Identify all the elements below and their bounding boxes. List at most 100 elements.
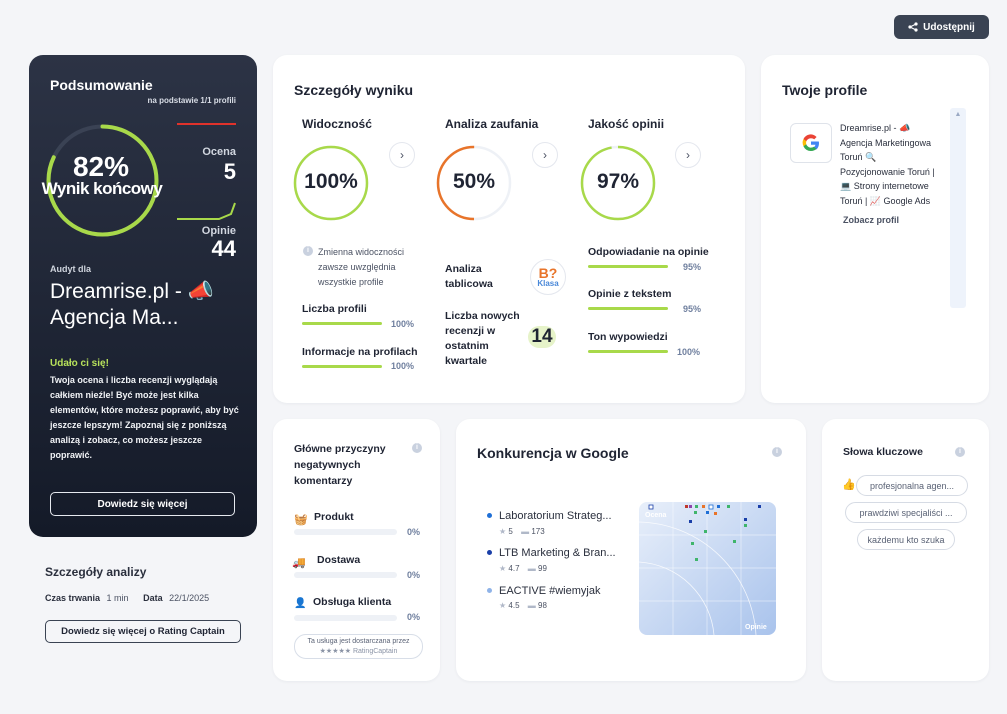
analysis-meta: Czas trwania 1 min Data 22/1/2025 [45, 593, 209, 603]
trust-class-label: Klasa [537, 279, 559, 288]
chart-point [648, 504, 654, 510]
info-icon[interactable]: i [772, 447, 782, 457]
rating-captain-badge[interactable]: Ta usługa jest dostarczana przez ★★★★★ R… [294, 634, 423, 659]
keywords-card: Słowa kluczowe i 👍 profesjonalna agen...… [822, 419, 989, 681]
summary-title: Podsumowanie [50, 77, 153, 93]
profiles-scrollbar[interactable]: ▲ [950, 108, 966, 308]
profiles-count-bar [302, 322, 382, 325]
reviews-value: 44 [211, 236, 236, 261]
score-details-card: Szczegóły wyniku Widoczność 100% › i Zmi… [273, 55, 745, 403]
trust-value: 50% [452, 170, 496, 193]
success-title: Udało ci się! [50, 358, 109, 369]
competitor-dot [487, 550, 492, 555]
visibility-ring [293, 145, 369, 221]
competition-chart: Ocena Opinie [639, 502, 776, 635]
tone-value: 100% [677, 347, 701, 357]
profiles-count-label: Liczba profili [302, 303, 367, 315]
rating-captain-button[interactable]: Dowiedz się więcej o Rating Captain [45, 620, 241, 643]
score-details-title: Szczegóły wyniku [294, 82, 414, 98]
chart-point [706, 511, 709, 514]
audit-label: Audyt dla [50, 264, 92, 274]
keyword-pill[interactable]: profesjonalna agen... [856, 475, 968, 496]
tone-bar [588, 350, 668, 353]
product-icon: 🧺 [294, 514, 308, 526]
scroll-up-icon[interactable]: ▲ [954, 111, 962, 118]
rating-label: Ocena [202, 146, 236, 158]
chart-point [694, 511, 697, 514]
delivery-label: Dostawa [317, 554, 361, 566]
chart-point [689, 520, 692, 523]
trust-expand-button[interactable]: › [532, 142, 558, 168]
product-value: 0% [407, 527, 421, 537]
visibility-title: Widoczność [302, 117, 372, 131]
summary-description: Twoja ocena i liczba recenzji wyglądają … [50, 375, 239, 460]
final-score-label: Wynik końcowy [41, 179, 163, 198]
star-icon: ★ [499, 601, 507, 610]
chart-point [744, 518, 747, 521]
tone-label: Ton wypowiedzi [588, 331, 668, 343]
trust-ring [436, 145, 512, 221]
chart-y-label: Ocena [645, 512, 667, 519]
star-icon: ★ [499, 564, 507, 573]
reply-value: 95% [683, 262, 702, 272]
reviews-sparkline [177, 202, 236, 220]
quality-ring [580, 145, 656, 221]
comment-icon: ▬ [527, 601, 536, 610]
chart-point [733, 540, 736, 543]
chart-point [714, 512, 717, 515]
keyword-pill[interactable]: prawdziwi specjaliści ... [845, 502, 967, 523]
info-icon[interactable]: i [412, 443, 422, 453]
rating-value: 5 [223, 159, 236, 184]
final-score-value: 82% [72, 151, 130, 182]
chart-point [685, 505, 688, 508]
profile-info-value: 100% [391, 361, 415, 371]
learn-more-button[interactable]: Dowiedz się więcej [50, 492, 235, 516]
date-label: Data [143, 593, 163, 603]
reply-label: Odpowiadanie na opinie [588, 246, 709, 258]
competitor-dot [487, 513, 492, 518]
competitor-name: Laboratorium Strateg... [499, 510, 612, 522]
chevron-right-icon: › [543, 148, 547, 162]
comment-icon: ▬ [521, 527, 530, 536]
chart-x-label: Opinie [745, 624, 767, 631]
competitor-reviews: 98 [538, 601, 547, 610]
negatives-title: Główne przyczyny negatywnych komentarzy [294, 443, 386, 487]
final-score-ring [46, 124, 159, 237]
competitor-rating: 4.7 [508, 564, 520, 573]
keywords-title: Słowa kluczowe [843, 446, 923, 458]
competitor-name: EACTIVE #wiemyjak [499, 585, 601, 597]
keyword-pill[interactable]: każdemu kto szuka [857, 529, 955, 550]
negative-reasons-card: Główne przyczyny negatywnych komentarzy … [273, 419, 440, 681]
chevron-right-icon: › [400, 148, 404, 162]
info-icon: i [303, 246, 313, 256]
google-profile-logo[interactable] [790, 123, 832, 163]
view-profile-link[interactable]: Zobacz profil [843, 215, 899, 225]
info-icon[interactable]: i [955, 447, 965, 457]
profiles-title: Twoje profile [782, 82, 868, 98]
chart-point [708, 504, 714, 510]
competition-title: Konkurencja w Google [477, 445, 629, 461]
delivery-icon: 🚚 [292, 557, 306, 569]
analysis-title: Szczegóły analizy [45, 565, 147, 579]
trust-class-value: B? [538, 265, 558, 281]
customer-service-icon: 👤 [294, 598, 307, 609]
share-button[interactable]: Udostępnij [894, 15, 989, 39]
quality-expand-button[interactable]: › [675, 142, 701, 168]
chart-points [648, 504, 761, 561]
chevron-right-icon: › [686, 148, 690, 162]
trust-class-badge: B? Klasa [530, 259, 566, 295]
badge-line-2: ★★★★★ RatingCaptain [319, 648, 398, 655]
customer-service-value: 0% [407, 612, 421, 622]
visibility-expand-button[interactable]: › [389, 142, 415, 168]
competition-card: Konkurencja w Google i Laboratorium Stra… [456, 419, 806, 681]
competitor-dot [487, 588, 492, 593]
competitor-reviews: 99 [538, 564, 547, 573]
customer-service-label: Obsługa klienta [313, 596, 392, 608]
chart-point [744, 524, 747, 527]
comment-icon: ▬ [527, 564, 536, 573]
profile-info-label: Informacje na profilach [302, 346, 418, 358]
thumbs-up-icon: 👍 [842, 479, 856, 491]
chart-point [695, 505, 698, 508]
reply-bar [588, 265, 668, 268]
new-reviews-value: 14 [528, 326, 556, 348]
